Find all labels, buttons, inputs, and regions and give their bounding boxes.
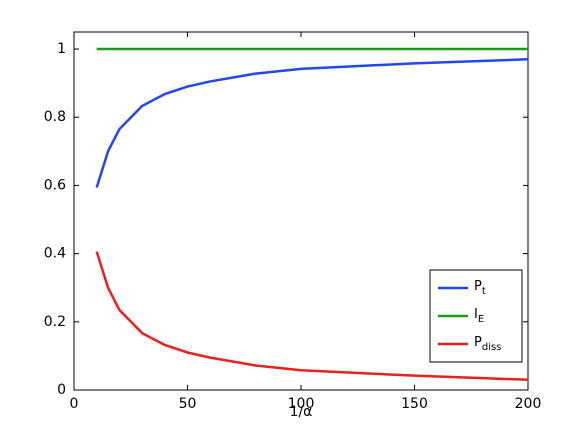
x-axis-label: 1/α — [290, 404, 313, 420]
y-tick-label: 1 — [57, 41, 66, 57]
y-tick-label: 0 — [57, 382, 66, 398]
x-tick-label: 100 — [288, 396, 315, 412]
legend: Pt IE Pdiss — [429, 269, 523, 363]
x-tick-label: 50 — [179, 396, 197, 412]
y-tick-label: 0.4 — [44, 246, 66, 262]
series-line — [95, 58, 529, 188]
series-line — [95, 251, 529, 382]
x-tick-label: 200 — [515, 396, 542, 412]
y-tick-label: 0.6 — [44, 177, 66, 193]
legend-label: Pt — [474, 279, 486, 298]
x-tick-label: 150 — [401, 396, 428, 412]
y-tick-label: 0.8 — [44, 109, 66, 125]
legend-label: Pdiss — [474, 335, 501, 354]
y-tick-label: 0.2 — [44, 314, 66, 330]
x-tick-label: 0 — [70, 396, 79, 412]
legend-label: IE — [474, 307, 484, 326]
